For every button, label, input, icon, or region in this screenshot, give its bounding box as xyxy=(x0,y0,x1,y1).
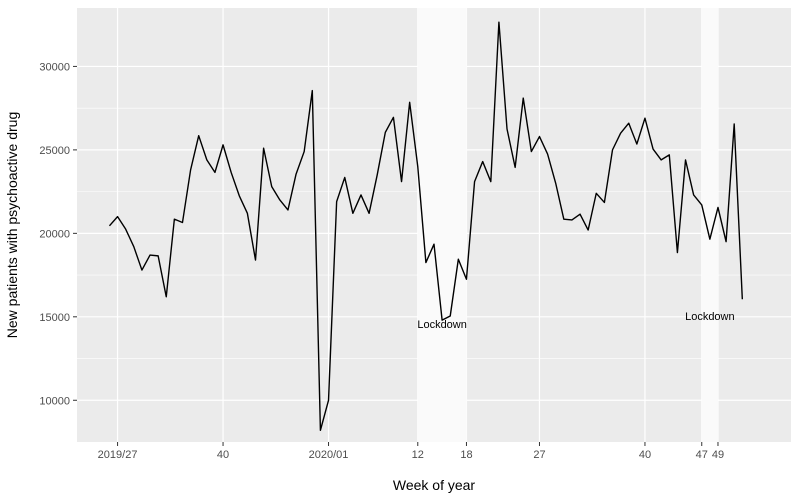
lockdown-band xyxy=(701,8,718,442)
lockdown-label: Lockdown xyxy=(685,311,735,323)
x-tick-label: 40 xyxy=(217,449,229,461)
x-axis-ticks: 2019/27 40 2020/01 12 18 27 40 47 49 xyxy=(98,442,724,461)
x-tick-label: 40 xyxy=(639,449,651,461)
y-tick-label: 15000 xyxy=(39,312,70,324)
x-tick-label: 18 xyxy=(460,449,472,461)
series-line xyxy=(108,21,744,432)
x-tick-label: 2020/01 xyxy=(309,449,349,461)
lockdown-bands xyxy=(417,8,718,442)
lockdown-band xyxy=(417,8,467,442)
y-axis-title: New patients with psychoactive drug xyxy=(4,112,20,338)
y-tick-label: 20000 xyxy=(39,228,70,240)
lockdown-label: Lockdown xyxy=(417,319,467,331)
x-tick-label: 49 xyxy=(712,449,724,461)
x-axis-title: Week of year xyxy=(393,477,476,493)
series-lines xyxy=(108,21,744,432)
x-tick-label: 27 xyxy=(533,449,545,461)
y-axis-ticks: 10000 15000 20000 25000 30000 xyxy=(39,61,77,407)
x-tick-label: 12 xyxy=(412,449,424,461)
x-tick-label: 47 xyxy=(696,449,708,461)
y-tick-label: 10000 xyxy=(39,395,70,407)
y-tick-label: 25000 xyxy=(39,145,70,157)
y-tick-label: 30000 xyxy=(39,61,70,73)
x-tick-label: 2019/27 xyxy=(98,449,138,461)
annotations: Lockdown Lockdown xyxy=(417,311,734,331)
